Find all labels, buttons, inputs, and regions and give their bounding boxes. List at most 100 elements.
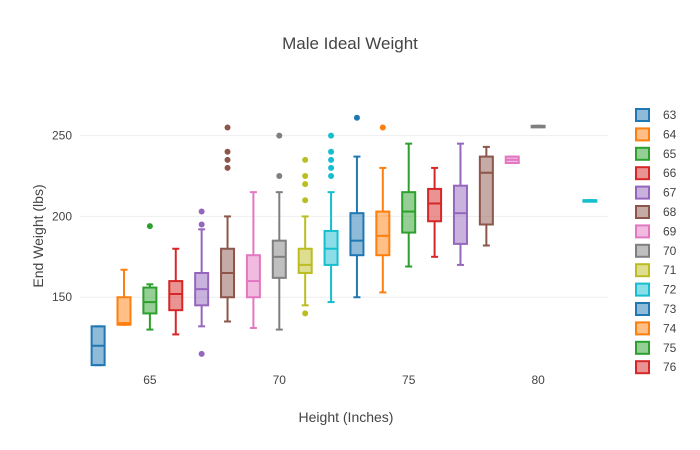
box-series-63 [90,325,106,367]
box-iqr [271,239,287,279]
legend-label: 70 [663,244,677,258]
legend-item-76: 76 [635,360,677,375]
legend-swatch [635,282,650,297]
outlier-point [302,156,309,163]
legend-item-67: 67 [635,185,677,200]
y-axis-ticks: 150 200 250 [52,129,72,305]
gridlines [80,135,608,298]
legend-label: 74 [663,321,677,335]
legend-label: 65 [663,147,677,161]
legend-label: 72 [663,283,677,297]
outlier-point [224,164,231,171]
legend-swatch [635,185,650,200]
box-iqr [452,184,468,245]
box-series-82 [582,199,598,203]
outlier-point [276,172,283,179]
y-axis-title: End Weight (lbs) [30,184,46,287]
x-axis-ticks: 65 70 75 80 [143,373,545,387]
box-iqr [168,280,184,312]
legend-label: 69 [663,224,677,238]
legend-item-63: 63 [635,108,677,122]
legend-item-65: 65 [635,146,677,161]
legend-label: 71 [663,263,677,277]
legend-label: 68 [663,205,677,219]
outlier-point [328,164,335,171]
box-series-76 [427,166,443,258]
plot-area [90,114,598,367]
x-tick-label-75: 75 [402,373,416,387]
legend-swatch [635,302,650,316]
legend-item-69: 69 [635,224,677,239]
box-series-68 [220,124,236,323]
box-series-70 [271,132,287,331]
box-series-79 [504,155,520,165]
box-series-67 [194,208,210,357]
legend-label: 75 [663,341,677,355]
box-iqr [349,212,365,257]
box-iqr [116,296,132,326]
legend-swatch [635,108,650,122]
legend-label: 67 [663,186,677,200]
outlier-point [224,124,231,131]
legend-swatch [635,224,650,239]
box-iqr [427,187,443,223]
legend-item-71: 71 [635,263,677,278]
legend-label: 64 [663,127,677,141]
outlier-point [224,148,231,155]
x-tick-label-80: 80 [531,373,545,387]
legend-swatch [635,205,650,219]
outlier-point [276,132,283,139]
legend-label: 66 [663,166,677,180]
outlier-point [224,156,231,163]
box-iqr [142,286,158,315]
outlier-point [146,223,153,230]
box-series-69 [245,191,261,329]
outlier-point [198,350,205,357]
legend-swatch [635,166,650,181]
legend-swatch [635,340,650,355]
legend-label: 63 [663,108,677,122]
legend-item-70: 70 [635,243,677,258]
legend-item-66: 66 [635,166,677,181]
box-series-74 [375,124,391,294]
x-axis-title: Height (Inches) [299,409,394,425]
legend-item-73: 73 [635,302,677,316]
legend-swatch [635,127,650,142]
outlier-point [328,172,335,179]
outlier-point [353,114,360,121]
x-tick-label-70: 70 [273,373,287,387]
outlier-point [302,310,309,317]
outlier-point [302,181,309,188]
box-series-66 [168,247,184,336]
outlier-point [328,132,335,139]
outlier-point [198,208,205,215]
box-iqr [245,254,261,299]
x-tick-label-65: 65 [143,373,157,387]
box-series-65 [142,223,158,331]
y-tick-label-150: 150 [52,290,72,304]
box-iqr [375,210,391,257]
legend-item-68: 68 [635,205,677,219]
box-series-77 [452,142,468,266]
legend-item-64: 64 [635,127,677,142]
legend-item-75: 75 [635,340,677,355]
legend-item-74: 74 [635,321,677,336]
legend-swatch [635,146,650,161]
legend-swatch [635,360,650,375]
box-series-73 [349,114,365,299]
outlier-point [379,124,386,131]
legend-item-72: 72 [635,282,677,297]
legend: 63 64 65 66 67 68 69 70 71 72 73 74 75 76 [635,108,677,375]
legend-label: 73 [663,302,677,316]
outlier-point [302,197,309,204]
legend-swatch [635,263,650,278]
box-series-80 [530,124,546,129]
box-iqr [478,155,494,226]
box-iqr [297,247,313,274]
box-series-71 [297,156,313,317]
outlier-point [198,221,205,228]
outlier-point [328,156,335,163]
chart-title: Male Ideal Weight [282,34,418,53]
box-series-75 [401,142,417,268]
